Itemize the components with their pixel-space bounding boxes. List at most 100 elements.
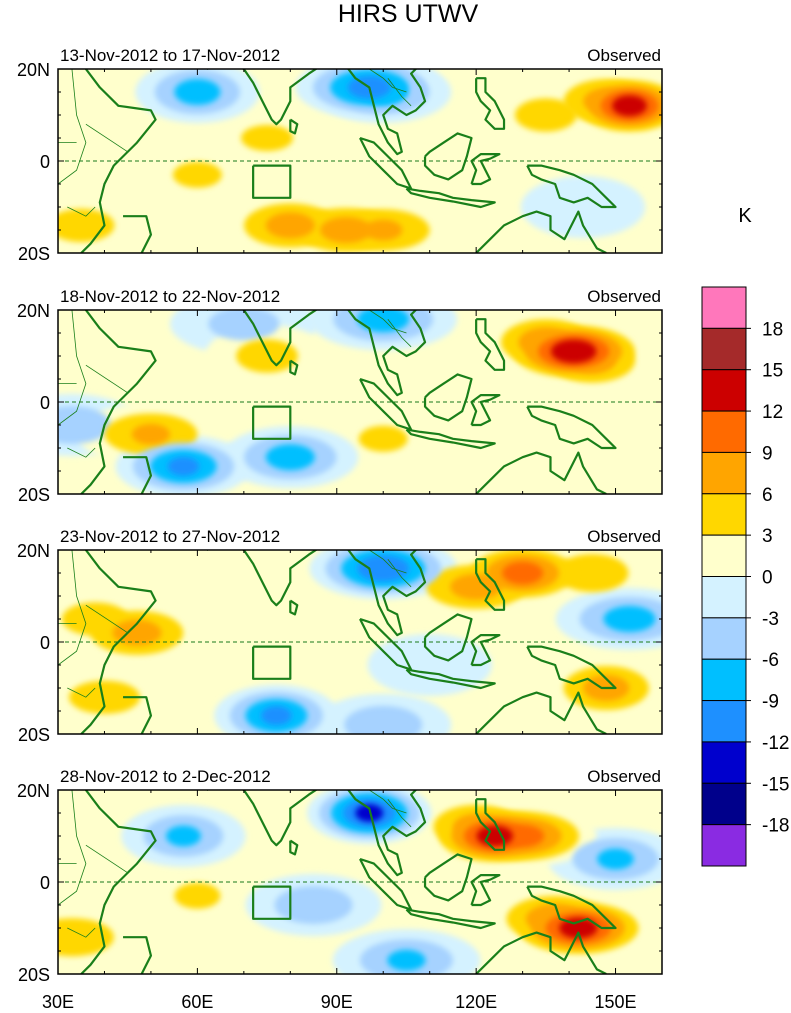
- y-tick-label: 0: [40, 633, 50, 653]
- coastline: [423, 613, 473, 662]
- y-tick-label: 20S: [18, 244, 50, 264]
- coastline: [423, 853, 473, 902]
- y-tick-label: 20N: [17, 60, 50, 80]
- anomaly-field: [58, 550, 662, 734]
- coastlines: [58, 790, 617, 974]
- y-tick-label: 0: [40, 393, 50, 413]
- colorbar-tick-label: -18: [762, 816, 789, 837]
- anomaly-field: [58, 69, 662, 253]
- coastline: [206, 790, 318, 847]
- y-tick-label: 0: [40, 152, 50, 172]
- colorbar-swatch: [701, 451, 747, 495]
- coastlines: [58, 310, 617, 494]
- colorbar-swatch: [701, 493, 747, 536]
- coastlines: [58, 69, 617, 253]
- anomaly-blob: [131, 423, 171, 445]
- coastline: [80, 310, 157, 494]
- anomaly-blob: [68, 680, 140, 714]
- coastline: [347, 550, 427, 637]
- anomaly-blob: [556, 554, 629, 592]
- coastline: [475, 931, 607, 974]
- anomaly-blob: [174, 79, 221, 105]
- country-border: [387, 798, 412, 828]
- coastline: [80, 550, 157, 734]
- anomaly-blob: [550, 339, 597, 364]
- colorbar-tick-label: 9: [762, 443, 773, 464]
- colorbar-tick-label: -9: [762, 692, 779, 713]
- x-tick-label: 150E: [595, 992, 637, 1012]
- anomaly-blob: [502, 561, 544, 585]
- anomaly-field: [58, 790, 662, 974]
- colorbar-swatch: [701, 369, 747, 412]
- anomaly-blob: [357, 310, 410, 333]
- panel-date-range: 18-Nov-2012 to 22-Nov-2012: [60, 287, 280, 306]
- coastline: [475, 798, 506, 851]
- coastline: [405, 668, 496, 690]
- country-border: [369, 69, 407, 93]
- anomaly-blob: [612, 95, 647, 117]
- anomaly-blob: [174, 882, 221, 909]
- anomaly-blob: [364, 219, 403, 241]
- colorbar-swatch: [701, 824, 747, 867]
- chart-title: HIRS UTWV: [338, 0, 479, 28]
- coastline: [206, 550, 318, 607]
- coastline: [289, 839, 299, 856]
- anomaly-blob: [265, 444, 315, 471]
- coastline: [405, 428, 496, 450]
- coastline: [123, 696, 153, 734]
- colorbar-swatch: [701, 658, 747, 702]
- anomaly-blob: [58, 208, 115, 242]
- coastlines: [58, 550, 617, 734]
- anomaly-blob: [112, 619, 162, 646]
- panel-status: Observed: [587, 46, 661, 65]
- anomaly-blob: [208, 310, 280, 341]
- anomaly-blob: [476, 825, 514, 847]
- coastline: [475, 210, 607, 253]
- anomaly-blob: [172, 161, 222, 188]
- coastline: [475, 451, 607, 494]
- coastline: [80, 790, 157, 974]
- colorbar-tick-label: -6: [762, 650, 779, 671]
- colorbar-swatch: [701, 617, 747, 660]
- coastline: [252, 885, 292, 920]
- panel-status: Observed: [587, 767, 661, 786]
- anomaly-blob: [167, 457, 200, 476]
- anomaly-blob: [236, 339, 298, 373]
- coastline: [252, 405, 292, 440]
- colorbar-swatch: [701, 700, 747, 743]
- country-border: [387, 77, 412, 107]
- anomaly-blob: [241, 125, 294, 151]
- panel-status: Observed: [587, 527, 661, 546]
- panel-date-range: 23-Nov-2012 to 27-Nov-2012: [60, 527, 280, 546]
- coastline: [123, 936, 153, 974]
- colorbar-swatch: [701, 286, 747, 329]
- x-tick-label: 120E: [455, 992, 497, 1012]
- coastline: [526, 405, 617, 450]
- y-tick-label: 20S: [18, 485, 50, 505]
- anomaly-blob: [165, 825, 201, 847]
- panel-2: 20N 0 20S 18-Nov-2012 to 22-Nov-2012 Observe…: [17, 287, 663, 505]
- coastline: [470, 633, 501, 667]
- country-border: [369, 550, 407, 574]
- anomaly-field: [58, 310, 655, 494]
- coastline: [470, 394, 501, 427]
- coastline: [526, 645, 617, 690]
- colorbar-tick-label: 18: [762, 319, 783, 340]
- anomaly-blob: [437, 417, 562, 479]
- coastline: [347, 69, 427, 156]
- colorbar-tick-label: 0: [762, 568, 773, 589]
- anomaly-blob: [261, 706, 292, 725]
- panel-status: Observed: [587, 287, 661, 306]
- country-border: [58, 310, 87, 426]
- coastline: [423, 132, 473, 181]
- colorbar: 18 15 12 9 6 3 0 -3 -6 -9 -12 -15 -18: [701, 286, 789, 867]
- colorbar-swatch: [701, 327, 747, 371]
- coastline: [347, 790, 427, 877]
- coastline: [475, 558, 506, 611]
- country-border: [67, 447, 96, 458]
- panel-3: 20N 0 20S 23-Nov-2012 to 27-Nov-2012 Observe…: [17, 527, 663, 745]
- coastline: [405, 908, 496, 930]
- coastline: [123, 456, 153, 494]
- colorbar-tick-label: 12: [762, 402, 783, 423]
- colorbar-tick-label: -15: [762, 774, 789, 795]
